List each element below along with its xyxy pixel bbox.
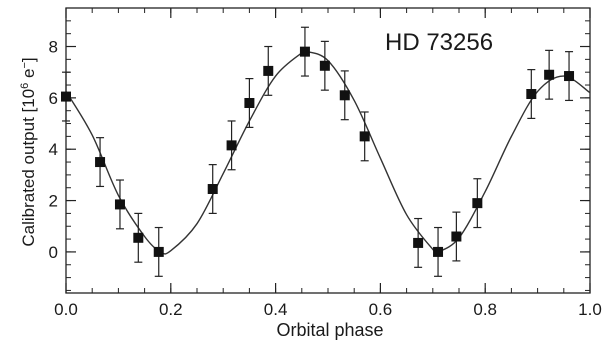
square-marker xyxy=(95,157,106,168)
x-axis-label: Orbital phase xyxy=(276,320,383,340)
data-point xyxy=(526,69,537,120)
axes-layer: 0.0 0.2 0.4 0.6 0.8 1.0 0 2 4 6 8 xyxy=(49,7,602,319)
square-marker xyxy=(244,98,255,108)
x-tick-label: 1.0 xyxy=(578,300,602,319)
square-marker xyxy=(433,246,444,257)
square-marker xyxy=(299,46,310,57)
y-axis-label-unit-exponent: − xyxy=(19,62,31,68)
data-point xyxy=(133,212,144,263)
data-point xyxy=(472,178,483,229)
square-marker xyxy=(451,231,462,242)
data-point xyxy=(433,226,444,277)
square-marker xyxy=(339,90,350,101)
data-point xyxy=(359,111,370,162)
data-point xyxy=(95,137,106,188)
y-tick-label: 8 xyxy=(49,38,58,57)
model-curve-layer xyxy=(66,49,590,255)
y-axis-label-unit: e xyxy=(19,69,38,83)
data-point xyxy=(61,71,71,122)
data-point xyxy=(544,49,555,100)
square-marker xyxy=(564,71,575,82)
data-point xyxy=(114,179,125,230)
square-marker xyxy=(472,198,483,209)
square-marker xyxy=(319,60,330,71)
square-marker xyxy=(114,199,125,210)
square-marker xyxy=(544,69,555,80)
y-tick-label: 6 xyxy=(49,89,58,108)
data-point xyxy=(413,217,424,268)
y-tick-label: 0 xyxy=(49,243,58,262)
x-tick-label: 0.0 xyxy=(54,300,78,319)
data-point xyxy=(226,120,237,171)
y-tick-label: 4 xyxy=(49,140,58,159)
data-point xyxy=(319,40,330,91)
square-marker xyxy=(207,184,218,195)
x-tick-label: 0.4 xyxy=(264,300,288,319)
y-axis-label-exponent: 6 xyxy=(19,83,31,89)
data-point xyxy=(339,70,350,121)
data-point xyxy=(244,78,255,128)
x-tick-label: 0.8 xyxy=(473,300,497,319)
data-point xyxy=(263,45,274,96)
square-marker xyxy=(359,131,370,142)
data-point xyxy=(153,226,164,277)
data-point xyxy=(564,51,575,102)
x-tick-label: 0.2 xyxy=(159,300,183,319)
data-point xyxy=(299,26,310,77)
y-axis-label-close: ] xyxy=(19,57,38,62)
chart-title: HD 73256 xyxy=(385,29,493,56)
y-axis-label-main: Calibrated output [10 xyxy=(19,89,38,247)
square-marker xyxy=(153,246,164,257)
data-point xyxy=(207,164,218,215)
data-point xyxy=(451,211,462,262)
data-points-layer xyxy=(61,26,575,277)
square-marker xyxy=(226,140,237,151)
square-marker xyxy=(526,89,537,100)
square-marker xyxy=(133,232,144,243)
x-tick-label: 0.6 xyxy=(369,300,393,319)
y-axis-label: Calibrated output [106 e−] xyxy=(19,57,38,246)
square-marker xyxy=(263,65,274,76)
square-marker xyxy=(61,91,71,102)
y-tick-label: 2 xyxy=(49,192,58,211)
model-curve xyxy=(66,49,590,255)
plot-frame xyxy=(65,7,591,294)
square-marker xyxy=(413,237,424,248)
